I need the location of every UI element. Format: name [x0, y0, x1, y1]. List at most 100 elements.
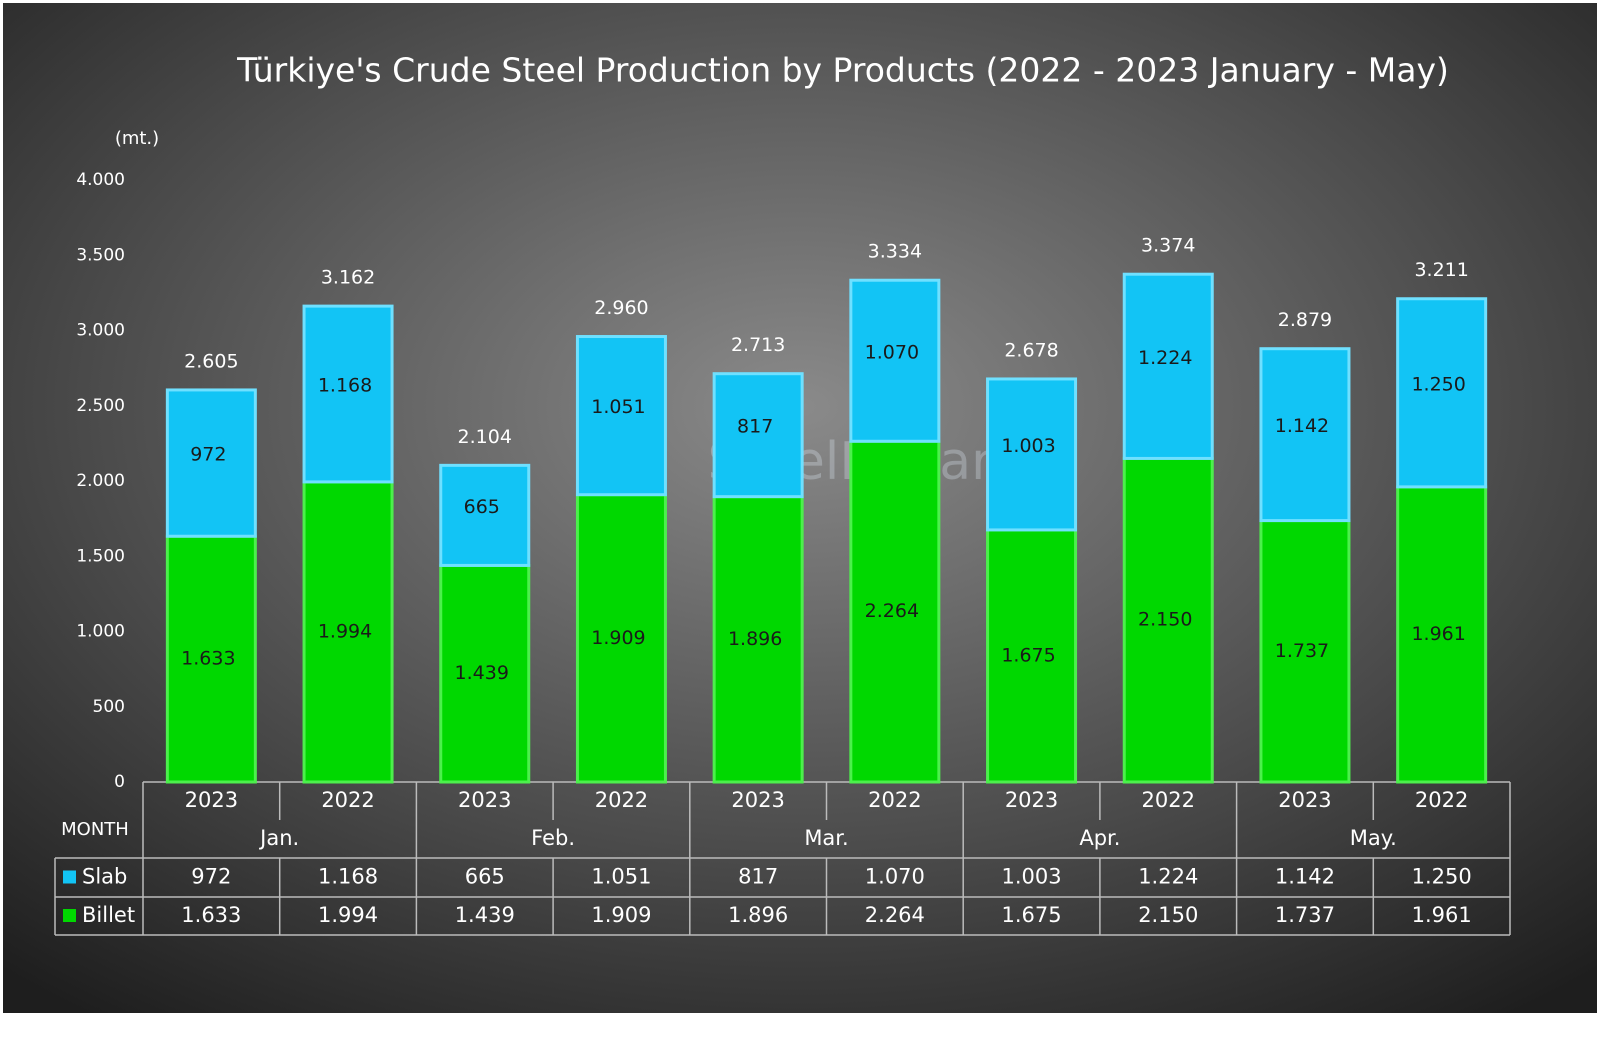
total-label: 3.162	[321, 267, 375, 289]
legend-label: Slab	[82, 865, 127, 889]
table-cell: 1.439	[455, 903, 515, 927]
bar-segment	[302, 304, 394, 484]
bar-value-label: 1.168	[318, 375, 372, 397]
bar-value-label: 1.909	[591, 627, 645, 649]
table-cell: 2.264	[865, 903, 925, 927]
group-label: Jan.	[258, 826, 299, 850]
total-label: 2.960	[594, 297, 648, 319]
bar-value-label: 1.439	[455, 662, 509, 684]
bar-value-label: 817	[737, 416, 773, 438]
bar-segment	[1122, 272, 1214, 460]
x-tick-label: 2022	[868, 788, 921, 812]
bar-segment	[712, 372, 804, 499]
table-cell: 1.909	[591, 903, 651, 927]
y-tick-label: 4.000	[76, 170, 125, 190]
x-tick-label: 2023	[185, 788, 238, 812]
bar-value-label: 1.224	[1138, 347, 1192, 369]
bar-segment	[1396, 297, 1488, 489]
y-tick-label: 2.000	[76, 471, 125, 491]
table-cell: 1.142	[1275, 865, 1335, 889]
y-tick-label: 3.000	[76, 321, 125, 341]
bar-segment	[165, 388, 257, 538]
bar-value-label: 1.961	[1411, 623, 1465, 645]
group-label: Mar.	[804, 826, 848, 850]
total-label: 2.605	[184, 350, 238, 372]
y-tick-label: 500	[93, 697, 125, 717]
table-cell: 2.150	[1138, 903, 1198, 927]
legend-label: Billet	[82, 903, 135, 927]
table-cell: 1.003	[1001, 865, 1061, 889]
total-label: 2.879	[1278, 309, 1332, 331]
x-tick-label: 2022	[1415, 788, 1468, 812]
x-tick-label: 2023	[458, 788, 511, 812]
x-tick-label: 2023	[731, 788, 784, 812]
table-cell: 1.737	[1275, 903, 1335, 927]
bar-value-label: 1.070	[865, 341, 919, 363]
legend-swatch	[63, 909, 76, 922]
bar-segment	[439, 563, 531, 784]
bar-value-label: 1.142	[1275, 415, 1329, 437]
y-tick-label: 1.000	[76, 622, 125, 642]
table-cell: 1.633	[181, 903, 241, 927]
y-axis-label: (mt.)	[115, 128, 159, 149]
total-label: 2.104	[458, 426, 512, 448]
bar-segment	[439, 463, 531, 567]
bar-value-label: 1.003	[1001, 435, 1055, 457]
bar-value-label: 1.675	[1001, 644, 1055, 666]
bar-segment	[986, 528, 1078, 784]
x-tick-label: 2022	[595, 788, 648, 812]
y-tick-label: 3.500	[76, 245, 125, 265]
bar-segment	[1122, 456, 1214, 784]
bar-segment	[849, 439, 941, 784]
bar-segment	[575, 335, 667, 497]
x-tick-label: 2023	[1278, 788, 1331, 812]
total-label: 3.211	[1414, 259, 1468, 281]
bar-value-label: 1.737	[1275, 640, 1329, 662]
y-tick-label: 1.500	[76, 546, 125, 566]
table-cell: 1.994	[318, 903, 378, 927]
bar-segment	[302, 480, 394, 784]
legend-swatch	[63, 870, 76, 884]
table-cell: 1.070	[865, 865, 925, 889]
total-label: 3.334	[868, 241, 922, 263]
bar-value-label: 1.896	[728, 628, 782, 650]
table-cell: 1.896	[728, 903, 788, 927]
group-axis-label: MONTH	[61, 819, 129, 840]
total-label: 2.713	[731, 334, 785, 356]
x-tick-label: 2023	[1005, 788, 1058, 812]
y-tick-label: 0	[114, 772, 125, 792]
x-tick-label: 2022	[321, 788, 374, 812]
bar-value-label: 665	[464, 496, 500, 518]
table-cell: 1.051	[591, 865, 651, 889]
total-label: 2.678	[1004, 339, 1058, 361]
bar-value-label: 2.264	[865, 600, 919, 622]
table-cell: 1.250	[1412, 865, 1472, 889]
bar-value-label: 2.150	[1138, 609, 1192, 631]
bar-segment	[165, 534, 257, 784]
table-cell: 665	[465, 865, 505, 889]
table-cell: 972	[191, 865, 231, 889]
chart-title: Türkiye's Crude Steel Production by Prod…	[236, 51, 1449, 90]
group-label: May.	[1350, 826, 1397, 850]
table-cell: 1.675	[1001, 903, 1061, 927]
table-cell: 1.168	[318, 865, 378, 889]
total-label: 3.374	[1141, 235, 1195, 257]
y-tick-label: 2.500	[76, 396, 125, 416]
group-label: Apr.	[1079, 826, 1120, 850]
table-cell: 817	[738, 865, 778, 889]
bar-value-label: 972	[190, 444, 226, 466]
bar-segment	[986, 377, 1078, 532]
table-cell: 1.961	[1412, 903, 1472, 927]
x-tick-label: 2022	[1142, 788, 1195, 812]
group-label: Feb.	[531, 826, 575, 850]
bar-value-label: 1.633	[181, 648, 235, 670]
bar-value-label: 1.994	[318, 620, 372, 642]
bar-value-label: 1.250	[1411, 373, 1465, 395]
bar-value-label: 1.051	[591, 396, 645, 418]
bar-segment	[1259, 347, 1351, 523]
bar-segment	[1259, 519, 1351, 784]
bar-segment	[712, 495, 804, 784]
table-cell: 1.224	[1138, 865, 1198, 889]
bar-segment	[575, 493, 667, 784]
